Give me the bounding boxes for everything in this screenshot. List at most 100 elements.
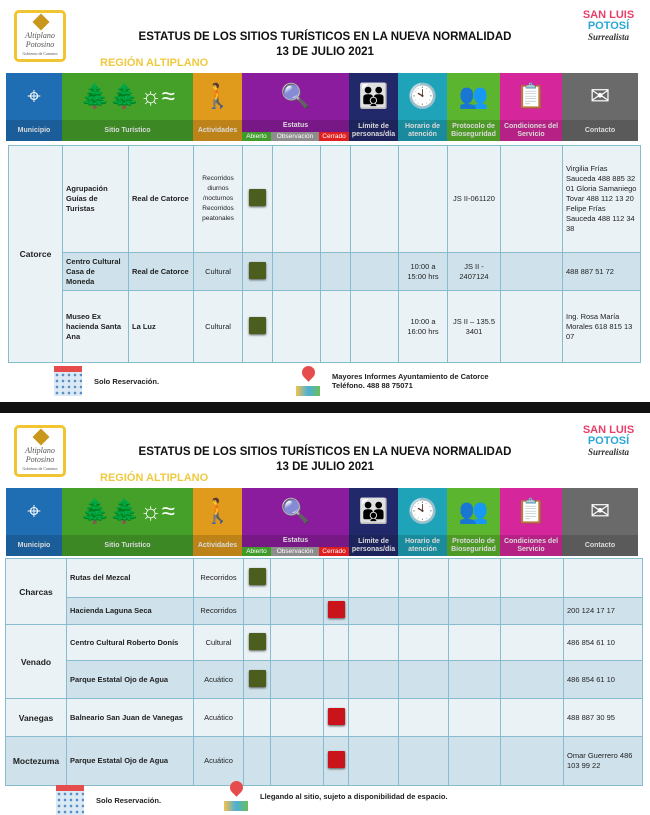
altiplano-logo: Altiplano Potosino Gobierno de Caminos bbox=[14, 425, 66, 477]
table-row: Hacienda Laguna Seca Recorridos 200 124 17… bbox=[6, 597, 643, 625]
envelope-info-icon: ✉ bbox=[589, 83, 611, 110]
column-contacto: ✉ Contacto bbox=[562, 73, 638, 141]
trees-sun-water-icon: 🌲🌲☼≈ bbox=[80, 83, 175, 110]
condiciones-cell bbox=[500, 145, 563, 253]
municipio-cell: Venado bbox=[5, 624, 67, 699]
clock-icon: 🕙 bbox=[407, 498, 438, 525]
san-luis-potosi-logo: SAN LUIS POTOSÍ Surrealista bbox=[582, 9, 635, 43]
contacto-cell: 488 887 30 95 bbox=[563, 698, 643, 737]
limite-cell bbox=[348, 597, 399, 625]
san-luis-potosi-logo: SAN LUIS POTOSÍ Surrealista bbox=[582, 424, 635, 458]
contacto-cell: Virgilia Frías Sauceda 488 885 32 01 Glo… bbox=[562, 145, 641, 253]
altiplano-logo: Altiplano Potosino Gobierno de Caminos bbox=[14, 10, 66, 62]
hiker-icon: 🚶 bbox=[202, 498, 233, 525]
status-cerrado-cell bbox=[323, 698, 349, 737]
status-abierto-cell bbox=[242, 290, 273, 363]
status-abierto-cell bbox=[243, 558, 271, 598]
limite-cell bbox=[348, 660, 399, 699]
status-observacion-cell bbox=[270, 736, 324, 786]
limite-cell bbox=[350, 252, 399, 291]
municipio-cell: Catorce bbox=[8, 145, 63, 363]
municipio-cell: Charcas bbox=[5, 558, 67, 625]
status-observacion-cell bbox=[270, 624, 324, 661]
search-icon: 🔍 bbox=[280, 83, 311, 110]
status-observacion-cell bbox=[272, 145, 321, 253]
status-observacion-cell bbox=[270, 698, 324, 737]
actividades-cell: Cultural bbox=[193, 290, 243, 363]
status-cerrado-cell bbox=[320, 290, 351, 363]
limite-cell bbox=[348, 698, 399, 737]
checklist-icon: 📋 bbox=[516, 83, 546, 110]
legend-cerrado: Cerrado bbox=[319, 132, 349, 141]
region-label: REGIÓN ALTIPLANO bbox=[100, 472, 209, 484]
envelope-info-icon: ✉ bbox=[589, 498, 611, 525]
contacto-cell: Ing. Rosa María Morales 618 815 13 07 bbox=[562, 290, 641, 363]
footer-reservation: Solo Reservación. bbox=[56, 785, 161, 815]
search-icon: 🔍 bbox=[280, 498, 311, 525]
status-square bbox=[327, 707, 345, 725]
column-municipio: ⌖ Municipio bbox=[6, 488, 62, 556]
sitio-cell: Parque Estatal Ojo de Agua bbox=[66, 736, 194, 786]
map-pin-icon bbox=[224, 781, 248, 811]
contacto-cell: Omar Guerrero 486 103 99 22 bbox=[563, 736, 643, 786]
horario-cell bbox=[398, 698, 449, 737]
status-cerrado-cell bbox=[323, 558, 349, 598]
actividades-cell: Acuático bbox=[193, 660, 244, 699]
localidad-cell: Real de Catorce bbox=[128, 252, 194, 291]
family-icon: 👪 bbox=[358, 498, 389, 525]
column-sitio-turistico: 🌲🌲☼≈ Sitio Turístico bbox=[62, 488, 193, 556]
actividades-cell: Recorridos diurnos /nocturnos Recorridos… bbox=[193, 145, 243, 253]
horario-cell bbox=[398, 624, 449, 661]
status-square bbox=[327, 601, 345, 618]
column-horario: 🕙 Horario de atención bbox=[398, 488, 447, 556]
protocolo-cell bbox=[448, 660, 501, 699]
status-cerrado-cell bbox=[323, 660, 349, 699]
municipio-cell: Vanegas bbox=[5, 698, 67, 737]
status-square bbox=[248, 669, 266, 687]
region-label: REGIÓN ALTIPLANO bbox=[100, 57, 209, 69]
sitio-cell: Centro Cultural Casa de Moneda bbox=[62, 252, 129, 291]
panel-catorce: Altiplano Potosino Gobierno de Caminos ES… bbox=[0, 0, 650, 402]
footer-reservation: Solo Reservación. bbox=[54, 366, 159, 396]
status-cerrado-cell bbox=[323, 597, 349, 625]
sitio-cell: Balneario San Juan de Vanegas bbox=[66, 698, 194, 737]
actividades-cell: Acuático bbox=[193, 698, 244, 737]
column-estatus: 🔍 Estatus Abierto Observación Cerrado bbox=[242, 488, 349, 556]
actividades-cell: Recorridos bbox=[193, 558, 244, 598]
legend-abierto: Abierto bbox=[242, 547, 271, 556]
sitio-cell: Centro Cultural Roberto Donís bbox=[66, 624, 194, 661]
column-protocolo: 👥 Protocolo de Bioseguridad bbox=[447, 488, 500, 556]
table-row: Charcas Rutas del Mezcal Recorridos bbox=[5, 558, 643, 625]
protocolo-cell bbox=[448, 624, 501, 661]
status-cerrado-cell bbox=[320, 145, 351, 253]
status-abierto-cell bbox=[242, 145, 273, 253]
status-abierto-cell bbox=[243, 698, 271, 737]
status-abierto-cell bbox=[243, 736, 271, 786]
hiker-icon: 🚶 bbox=[202, 83, 233, 110]
localidad-cell: La Luz bbox=[128, 290, 194, 363]
limite-cell bbox=[348, 736, 399, 786]
horario-cell bbox=[398, 736, 449, 786]
legend-abierto: Abierto bbox=[242, 132, 271, 141]
status-square bbox=[327, 751, 345, 768]
status-cerrado-cell bbox=[323, 624, 349, 661]
people-shield-icon: 👥 bbox=[458, 83, 489, 110]
sitio-cell: Agrupación Guías de Turistas bbox=[62, 145, 129, 253]
condiciones-cell bbox=[500, 290, 563, 363]
panel-separator bbox=[0, 402, 650, 413]
condiciones-cell bbox=[500, 558, 564, 598]
sitio-cell: Museo Ex hacienda Santa Ana bbox=[62, 290, 129, 363]
table-row: Moctezuma Parque Estatal Ojo de Agua Acuát… bbox=[5, 736, 643, 786]
footer-info: Llegando al sitio, sujeto a disponibilid… bbox=[224, 781, 448, 811]
page-title: ESTATUS DE LOS SITIOS TURÍSTICOS EN LA N… bbox=[138, 31, 512, 58]
calendar-icon bbox=[56, 785, 84, 815]
status-observacion-cell bbox=[270, 597, 324, 625]
condiciones-cell bbox=[500, 698, 564, 737]
column-header-bar: ⌖ Municipio 🌲🌲☼≈ Sitio Turístico 🚶 Activida… bbox=[6, 488, 638, 556]
column-protocolo: 👥 Protocolo de Bioseguridad bbox=[447, 73, 500, 141]
limite-cell bbox=[348, 558, 399, 598]
condiciones-cell bbox=[500, 252, 563, 291]
status-cerrado-cell bbox=[320, 252, 351, 291]
footer-info: Mayores Informes Ayuntamiento de Catorce… bbox=[296, 366, 489, 396]
column-limite: 👪 Límite de personas/día bbox=[349, 73, 398, 141]
